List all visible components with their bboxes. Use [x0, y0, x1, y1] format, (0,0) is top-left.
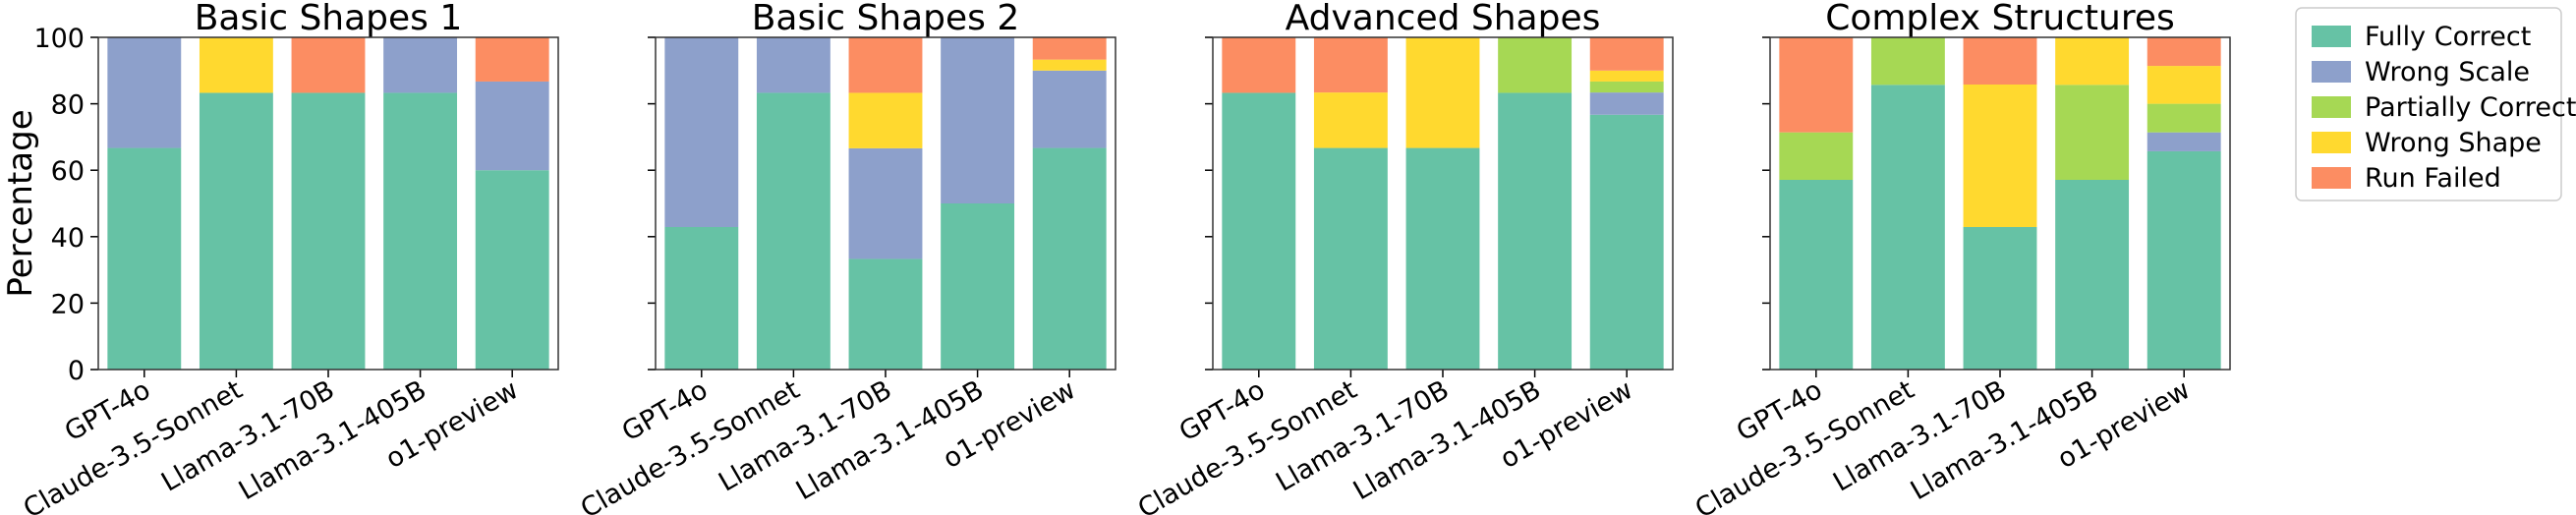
bar-wrong-shape-llama-3-1-70b	[1963, 84, 2037, 227]
bar-partially-correct-llama-3-1-405b	[2055, 85, 2130, 181]
bar-fully-correct-o1-preview	[475, 170, 549, 370]
bar-partially-correct-llama-3-1-405b	[1498, 37, 1573, 93]
legend-swatch-wrong-shape	[2312, 132, 2351, 153]
bar-wrong-scale-claude-3-5-sonnet	[756, 37, 830, 93]
bar-run-failed-o1-preview	[1032, 37, 1107, 60]
bar-wrong-scale-o1-preview	[1589, 92, 1664, 115]
bar-wrong-shape-claude-3-5-sonnet	[1313, 92, 1388, 148]
bar-fully-correct-claude-3-5-sonnet	[1870, 85, 1945, 371]
bar-fully-correct-llama-3-1-70b	[1963, 226, 2037, 370]
bar-fully-correct-llama-3-1-70b	[848, 258, 923, 370]
bar-partially-correct-gpt-4o	[1779, 132, 1854, 181]
bar-run-failed-claude-3-5-sonnet	[1313, 36, 1388, 93]
chart-panel-complex-structures: Complex StructuresGPT-4oClaude-3.5-Sonne…	[1690, 0, 2231, 515]
bar-wrong-scale-gpt-4o	[664, 37, 739, 227]
bar-wrong-scale-llama-3-1-405b	[941, 37, 1015, 203]
bar-fully-correct-o1-preview	[1589, 114, 1664, 370]
y-tick-label: 40	[51, 223, 85, 254]
bar-fully-correct-llama-3-1-405b	[2055, 180, 2130, 370]
bar-fully-correct-gpt-4o	[1222, 92, 1296, 371]
bar-wrong-scale-o1-preview	[2147, 132, 2221, 151]
legend-swatch-partially-correct	[2312, 96, 2351, 118]
bar-fully-correct-llama-3-1-70b	[291, 92, 366, 371]
legend-label-wrong-shape: Wrong Shape	[2365, 128, 2542, 158]
bar-wrong-shape-llama-3-1-70b	[1405, 37, 1480, 148]
bar-run-failed-llama-3-1-70b	[1963, 37, 2037, 85]
y-tick-label: 80	[51, 90, 85, 121]
bar-run-failed-llama-3-1-70b	[848, 37, 923, 93]
bar-wrong-scale-llama-3-1-70b	[848, 147, 923, 259]
bar-wrong-shape-o1-preview	[1589, 70, 1664, 82]
bar-fully-correct-gpt-4o	[1779, 180, 1854, 370]
axes-frame	[1769, 36, 2231, 371]
chart-panel-advanced-shapes: Advanced ShapesGPT-4oClaude-3.5-SonnetLl…	[1133, 0, 1674, 515]
bar-fully-correct-o1-preview	[1032, 147, 1107, 370]
bar-fully-correct-claude-3-5-sonnet	[1313, 147, 1388, 370]
bar-fully-correct-o1-preview	[2147, 150, 2221, 370]
bar-wrong-scale-o1-preview	[1032, 70, 1107, 148]
legend-label-run-failed: Run Failed	[2365, 163, 2501, 194]
bar-fully-correct-llama-3-1-405b	[1498, 92, 1573, 371]
chart-panel-basic-shapes-2: Basic Shapes 2GPT-4oClaude-3.5-SonnetLla…	[576, 0, 1116, 515]
bar-wrong-scale-o1-preview	[475, 81, 549, 171]
bar-fully-correct-claude-3-5-sonnet	[199, 92, 273, 371]
chart-panel-basic-shapes-1: Basic Shapes 1GPT-4oClaude-3.5-SonnetLla…	[1, 0, 559, 515]
bar-fully-correct-gpt-4o	[107, 147, 182, 370]
y-tick-label: 0	[68, 356, 85, 386]
bar-wrong-shape-llama-3-1-70b	[848, 92, 923, 148]
chart-title: Complex Structures	[1825, 0, 2175, 38]
legend-label-wrong-scale: Wrong Scale	[2365, 57, 2530, 87]
bar-run-failed-o1-preview	[475, 37, 549, 82]
bar-run-failed-gpt-4o	[1779, 37, 1854, 133]
bar-fully-correct-claude-3-5-sonnet	[756, 92, 830, 371]
bar-wrong-shape-llama-3-1-405b	[2055, 37, 2130, 86]
bar-partially-correct-o1-preview	[2147, 103, 2221, 133]
axes-frame	[97, 36, 559, 371]
chart-title: Basic Shapes 1	[195, 0, 463, 38]
chart-title: Advanced Shapes	[1286, 0, 1601, 38]
legend-swatch-run-failed	[2312, 167, 2351, 189]
bar-partially-correct-claude-3-5-sonnet	[1870, 37, 1945, 86]
bar-fully-correct-gpt-4o	[664, 226, 739, 370]
y-tick-label: 20	[51, 289, 85, 319]
axes-frame	[1212, 36, 1674, 371]
bar-wrong-scale-llama-3-1-405b	[383, 37, 458, 93]
legend: Fully Correct Wrong Scale Partially Correc…	[2295, 7, 2576, 201]
legend-swatch-fully-correct	[2312, 26, 2351, 47]
axes-frame	[655, 36, 1116, 371]
y-tick-label: 60	[51, 156, 85, 187]
bar-fully-correct-llama-3-1-405b	[383, 92, 458, 371]
bar-fully-correct-llama-3-1-405b	[941, 203, 1015, 370]
legend-label-partially-correct: Partially Correct	[2365, 92, 2576, 123]
bar-run-failed-gpt-4o	[1222, 37, 1296, 93]
y-axis-label: Percentage	[1, 109, 40, 297]
bar-wrong-shape-o1-preview	[1032, 59, 1107, 71]
bar-run-failed-o1-preview	[1589, 37, 1664, 71]
chart-panels: Basic Shapes 1GPT-4oClaude-3.5-SonnetLla…	[1, 0, 2231, 515]
legend-swatch-wrong-scale	[2312, 61, 2351, 83]
bar-run-failed-llama-3-1-70b	[291, 37, 366, 93]
legend-label-fully-correct: Fully Correct	[2365, 22, 2531, 52]
bar-run-failed-o1-preview	[2147, 37, 2221, 67]
legend-frame	[2295, 7, 2562, 201]
bar-wrong-shape-o1-preview	[2147, 66, 2221, 104]
chart-title: Basic Shapes 2	[752, 0, 1020, 38]
bar-partially-correct-o1-preview	[1589, 81, 1664, 93]
bar-fully-correct-llama-3-1-70b	[1405, 147, 1480, 370]
bar-wrong-shape-claude-3-5-sonnet	[199, 37, 273, 93]
y-tick-label: 100	[33, 24, 85, 54]
bar-wrong-scale-gpt-4o	[107, 37, 182, 148]
